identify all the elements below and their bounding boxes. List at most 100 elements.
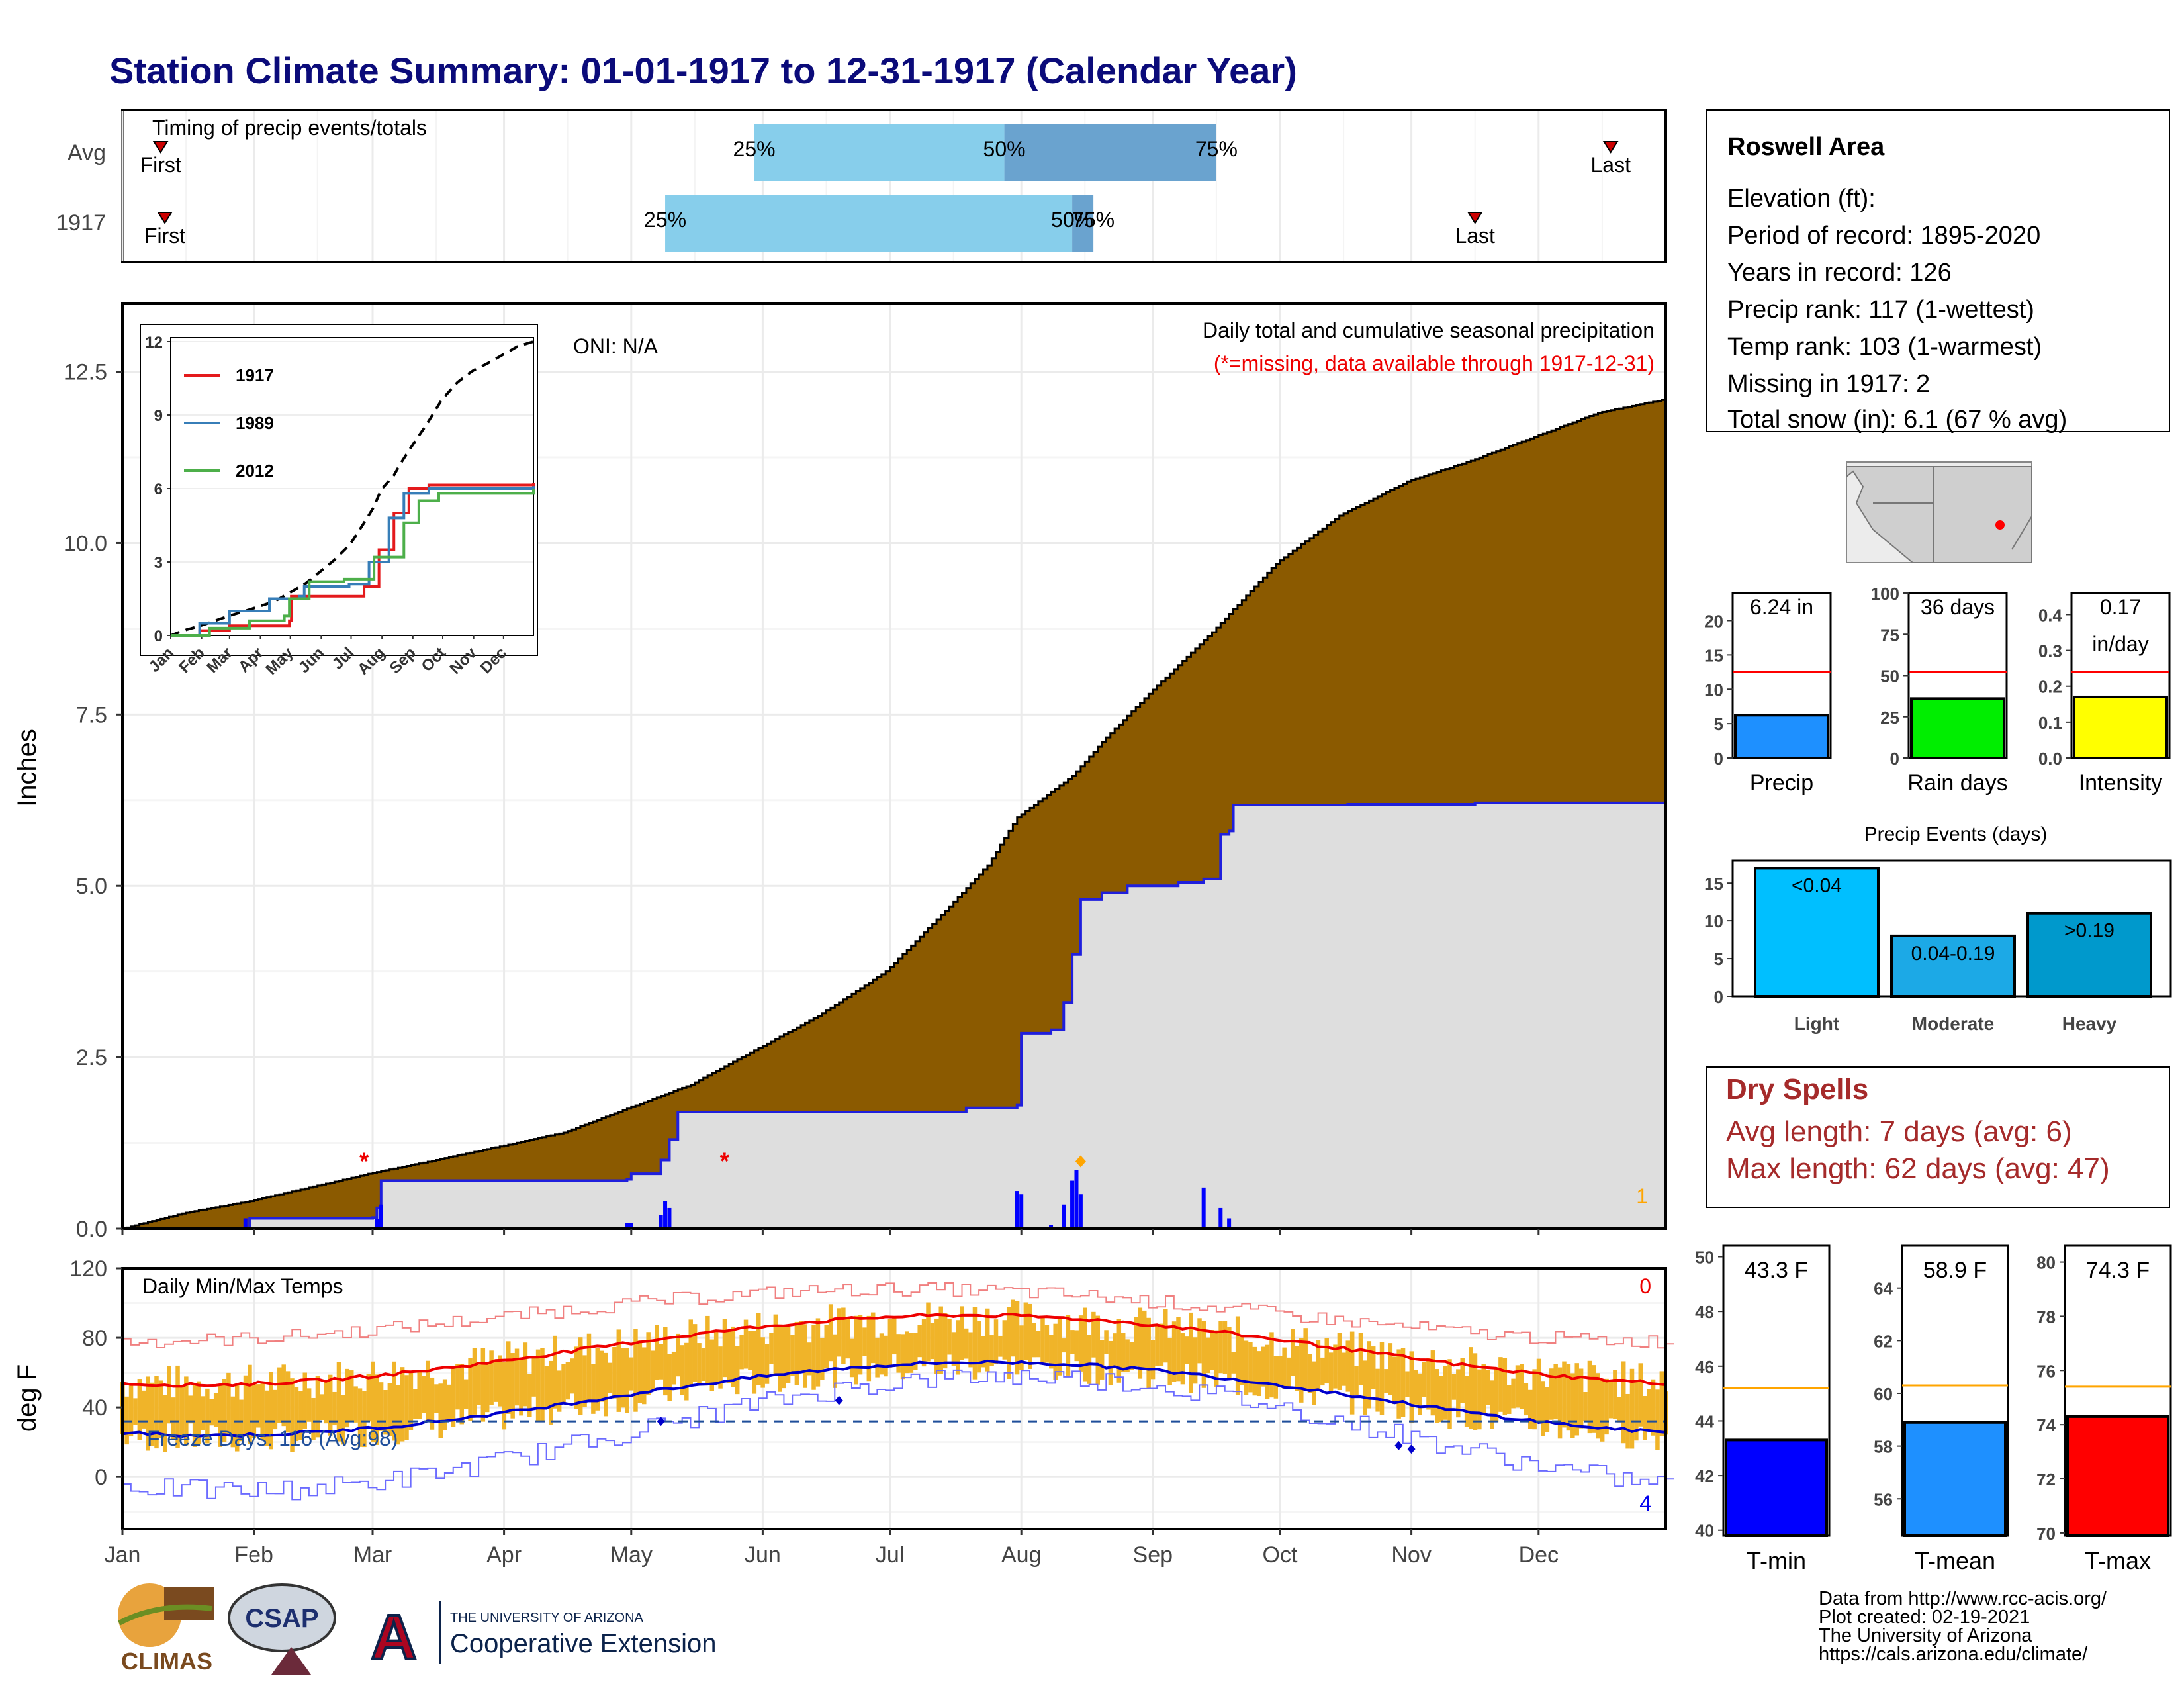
timing-first-label: First bbox=[144, 224, 185, 248]
daily-temp-bar bbox=[782, 1327, 786, 1389]
daily-temp-bar bbox=[887, 1319, 893, 1368]
daily-temp-bar bbox=[582, 1355, 587, 1407]
daily-temp-bar bbox=[1227, 1327, 1232, 1380]
dry-spells-title: Dry Spells bbox=[1726, 1073, 1868, 1105]
daily-temp-bar bbox=[383, 1390, 388, 1435]
daily-temp-bar bbox=[510, 1353, 515, 1419]
events-title: Precip Events (days) bbox=[1864, 823, 2048, 845]
rain_days-bar bbox=[1910, 697, 2005, 759]
timing-bar-25-50 bbox=[665, 195, 1073, 252]
daily-temp-bar bbox=[968, 1332, 973, 1368]
daily-temp-bar bbox=[1015, 1301, 1020, 1375]
events-ytick-label: 0 bbox=[1714, 987, 1723, 1007]
daily-temp-bar bbox=[1333, 1344, 1338, 1389]
daily-temp-bar bbox=[290, 1378, 295, 1452]
station-info-box: Roswell Area Elevation (ft): Period of r… bbox=[1706, 109, 2170, 434]
daily-temp-bar bbox=[357, 1388, 363, 1447]
timing-panel: Timing of precip events/totals Avg 1917 … bbox=[56, 109, 1667, 263]
daily-temp-bar bbox=[1231, 1352, 1236, 1374]
daily-temp-bar bbox=[998, 1335, 1003, 1357]
daily-temp-bar bbox=[1091, 1311, 1096, 1358]
daily-temp-bar bbox=[1400, 1348, 1406, 1417]
daily-temp-bar bbox=[650, 1350, 655, 1391]
snow-marker bbox=[1075, 1155, 1086, 1168]
events-bar-label: <0.04 bbox=[1792, 874, 1842, 896]
month-tick-label: Feb bbox=[234, 1542, 273, 1568]
daily-temp-bar bbox=[905, 1331, 909, 1374]
daily-temp-bar bbox=[1426, 1358, 1431, 1410]
tmin-bar bbox=[1725, 1438, 1828, 1538]
daily-temp-bar bbox=[947, 1318, 952, 1355]
daily-temp-bar bbox=[884, 1335, 888, 1377]
daily-temp-bar bbox=[1638, 1363, 1643, 1427]
inset-series-1989 bbox=[171, 486, 535, 637]
daily-temp-bar bbox=[985, 1308, 990, 1372]
daily-temp-bar bbox=[1099, 1340, 1105, 1380]
daily-temp-bar bbox=[794, 1321, 799, 1385]
daily-temp-bar bbox=[137, 1379, 142, 1440]
daily-temp-bar bbox=[442, 1379, 447, 1430]
daily-temp-bar bbox=[989, 1335, 994, 1366]
daily-temp-bar bbox=[565, 1362, 570, 1400]
temp-bottom-count: 4 bbox=[1639, 1491, 1651, 1515]
daily-temp-bar bbox=[527, 1374, 532, 1417]
inset-ytick-label: 0 bbox=[154, 628, 163, 645]
daily-temp-bar bbox=[1066, 1315, 1071, 1376]
temp-ytick-label: 40 bbox=[82, 1395, 107, 1421]
daily-temp-bar bbox=[578, 1337, 583, 1415]
daily-temp-bar bbox=[1214, 1330, 1219, 1387]
daily-temp-bar bbox=[281, 1364, 286, 1427]
daily-temp-bar bbox=[451, 1368, 456, 1427]
daily-temp-bar bbox=[222, 1378, 227, 1442]
rain_days-ytick-label: 25 bbox=[1880, 708, 1899, 727]
timing-last-marker bbox=[1467, 212, 1483, 224]
tmin-ytick-label: 46 bbox=[1695, 1357, 1714, 1377]
daily-temp-bar bbox=[1002, 1320, 1007, 1360]
daily-temp-bar bbox=[773, 1314, 778, 1375]
daily-temp-bar bbox=[727, 1330, 731, 1383]
daily-temp-bar bbox=[1095, 1315, 1101, 1385]
daily-temp-bar bbox=[1549, 1368, 1554, 1420]
daily-temp-bar bbox=[1269, 1332, 1274, 1398]
daily-temp-bar bbox=[1430, 1350, 1435, 1416]
daily-temp-bar bbox=[1197, 1318, 1202, 1364]
daily-temp-bar bbox=[849, 1338, 854, 1378]
daily-temp-bar bbox=[697, 1343, 702, 1385]
precip-ytick-label: 5.0 bbox=[76, 874, 107, 899]
daily-temp-bar bbox=[400, 1367, 405, 1442]
events-category: Heavy bbox=[2062, 1013, 2117, 1034]
avg-min-line bbox=[122, 1359, 1666, 1438]
info-line: Elevation (ft): bbox=[1727, 185, 1876, 212]
daily-temp-bar bbox=[595, 1348, 600, 1411]
daily-temp-bar bbox=[421, 1376, 426, 1413]
precip-subtitle: (*=missing, data available through 1917-… bbox=[1214, 352, 1655, 375]
tmin-ytick-label: 48 bbox=[1695, 1302, 1714, 1322]
daily-precip-bar bbox=[1201, 1187, 1206, 1229]
daily-temp-bar bbox=[502, 1362, 507, 1430]
daily-temp-bar bbox=[604, 1352, 608, 1417]
daily-temp-bar bbox=[463, 1379, 469, 1409]
daily-temp-bar bbox=[815, 1318, 821, 1387]
daily-temp-bar bbox=[1142, 1310, 1147, 1368]
daily-temp-bar bbox=[1320, 1357, 1325, 1386]
daily-temp-bar bbox=[480, 1348, 486, 1422]
daily-temp-bar bbox=[1235, 1316, 1240, 1395]
daily-temp-bar bbox=[1256, 1351, 1261, 1397]
daily-temp-bar bbox=[972, 1307, 978, 1380]
daily-temp-bar bbox=[1562, 1361, 1567, 1428]
daily-temp-bar bbox=[1312, 1361, 1316, 1405]
daily-temp-bar bbox=[417, 1372, 422, 1419]
daily-temp-bar bbox=[133, 1398, 138, 1425]
daily-temp-bar bbox=[629, 1357, 634, 1391]
daily-temp-bar bbox=[625, 1348, 629, 1413]
daily-temp-bar bbox=[718, 1346, 723, 1389]
daily-temp-bar bbox=[230, 1396, 236, 1448]
daily-temp-bar bbox=[1460, 1358, 1465, 1403]
daily-temp-bar bbox=[875, 1337, 880, 1378]
daily-temp-bar bbox=[1435, 1369, 1439, 1423]
daily-temp-bar bbox=[713, 1330, 719, 1384]
timing-p50-label: 50% bbox=[1051, 208, 1093, 232]
month-tick-label: Jan bbox=[105, 1542, 141, 1568]
precip-ytick-label: 12.5 bbox=[64, 360, 107, 385]
timing-last-label: Last bbox=[1590, 153, 1631, 177]
